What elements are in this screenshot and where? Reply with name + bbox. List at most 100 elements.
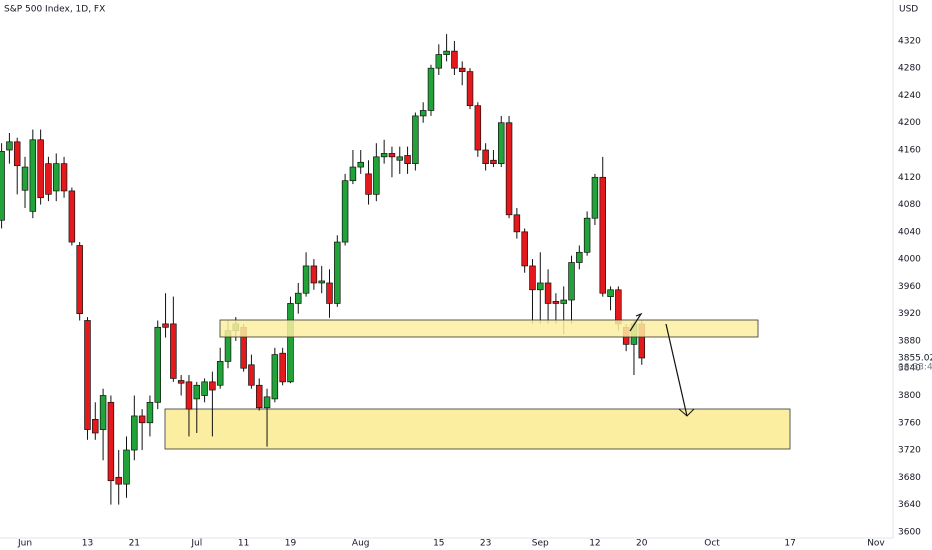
candle-body bbox=[334, 241, 341, 304]
candle-body bbox=[271, 354, 279, 400]
candle-body bbox=[568, 262, 575, 301]
candle-body bbox=[388, 153, 396, 158]
candle-body bbox=[544, 282, 552, 304]
candle-body bbox=[451, 50, 458, 69]
candle-body bbox=[349, 166, 357, 182]
candle-body bbox=[255, 384, 263, 409]
candle-body bbox=[0, 151, 5, 221]
candle-body bbox=[412, 115, 419, 165]
candle-body bbox=[162, 323, 169, 328]
candle-body bbox=[295, 292, 302, 304]
candle-body bbox=[435, 54, 443, 69]
x-tick-label: Oct bbox=[704, 539, 720, 549]
candle-body bbox=[419, 110, 427, 117]
x-tick-label: 13 bbox=[82, 539, 93, 549]
candle-body bbox=[68, 190, 76, 243]
candle-body bbox=[615, 289, 622, 325]
candle-body bbox=[505, 122, 513, 216]
candle-body bbox=[427, 67, 435, 111]
x-tick-label: 23 bbox=[480, 539, 491, 549]
y-tick-label: 4280 bbox=[898, 64, 921, 74]
candle-body bbox=[13, 141, 21, 167]
candle-body bbox=[310, 265, 318, 284]
x-tick-label: 17 bbox=[784, 539, 795, 549]
candle-body bbox=[60, 163, 68, 192]
candle-body bbox=[365, 173, 372, 195]
candle-body bbox=[76, 245, 83, 315]
candle-body bbox=[529, 265, 536, 291]
candle-body bbox=[29, 139, 37, 212]
candle-body bbox=[560, 299, 567, 304]
candle-body bbox=[396, 156, 404, 161]
candle-body bbox=[607, 289, 614, 297]
candle-body bbox=[52, 163, 60, 192]
candle-body bbox=[92, 419, 99, 434]
x-tick-label: Jul bbox=[190, 539, 202, 549]
candle-body bbox=[497, 122, 505, 165]
candle-body bbox=[287, 303, 294, 383]
candle-body bbox=[326, 282, 333, 304]
y-tick-label: 4120 bbox=[898, 173, 921, 183]
candle-body bbox=[107, 401, 115, 482]
candle-body bbox=[279, 352, 286, 383]
y-tick-label: 3680 bbox=[898, 473, 921, 483]
y-tick-label: 4160 bbox=[898, 146, 921, 156]
candle-body bbox=[404, 155, 411, 165]
candle-body bbox=[193, 384, 201, 400]
candle-body bbox=[513, 214, 521, 233]
candle-body bbox=[318, 280, 325, 284]
x-tick-label: 20 bbox=[636, 539, 648, 549]
last-price-label: 3855.02 bbox=[898, 353, 932, 363]
x-tick-label: 15 bbox=[433, 539, 444, 549]
candle-body bbox=[482, 149, 489, 165]
candle-body bbox=[21, 166, 29, 191]
candle-body bbox=[552, 301, 560, 304]
support-zone bbox=[164, 408, 791, 450]
x-tick-label: Nov bbox=[867, 539, 885, 549]
x-tick-label: 12 bbox=[589, 539, 600, 549]
candle-body bbox=[357, 161, 364, 168]
chart-title: S&P 500 Index, 1D, FX bbox=[4, 5, 105, 15]
candle-body bbox=[466, 71, 474, 107]
candle-body bbox=[583, 217, 591, 253]
arrow bbox=[629, 312, 643, 332]
candles bbox=[0, 34, 646, 505]
candle-body bbox=[37, 139, 44, 199]
candle-body bbox=[185, 381, 193, 410]
y-tick-label: 3880 bbox=[898, 336, 921, 346]
resistance-zone bbox=[219, 319, 759, 338]
candle-body bbox=[201, 381, 208, 396]
y-tick-label: 4320 bbox=[898, 36, 921, 46]
y-tick-label: 4240 bbox=[898, 91, 921, 101]
candle-body bbox=[341, 180, 349, 243]
candle-body bbox=[576, 251, 583, 263]
candle-body bbox=[138, 415, 146, 424]
candle-body bbox=[99, 395, 107, 430]
candle-body bbox=[131, 415, 138, 451]
candle-body bbox=[170, 323, 177, 379]
candle-body bbox=[115, 476, 122, 485]
candle-body bbox=[154, 326, 161, 403]
y-tick-label: 3640 bbox=[898, 500, 921, 510]
x-tick-label: Jun bbox=[17, 539, 32, 549]
x-tick-label: Aug bbox=[352, 539, 370, 549]
y-tick-label: 4000 bbox=[898, 255, 921, 265]
candle-body bbox=[443, 50, 450, 55]
candle-body bbox=[45, 163, 52, 195]
y-tick-label: 4080 bbox=[898, 200, 921, 210]
candle-body bbox=[177, 380, 185, 384]
candle-body bbox=[474, 105, 482, 151]
candle-body bbox=[123, 449, 130, 485]
x-tick-label: 21 bbox=[129, 539, 140, 549]
candle-body bbox=[373, 156, 380, 195]
y-tick-label: 3800 bbox=[898, 391, 921, 401]
y-tick-label: 3720 bbox=[898, 446, 921, 456]
candle-body bbox=[537, 282, 544, 291]
x-tick-label: 19 bbox=[285, 539, 297, 549]
candle-body bbox=[209, 381, 216, 391]
candle-body bbox=[146, 401, 154, 424]
candle-body bbox=[84, 320, 91, 430]
candle-body bbox=[380, 153, 388, 158]
